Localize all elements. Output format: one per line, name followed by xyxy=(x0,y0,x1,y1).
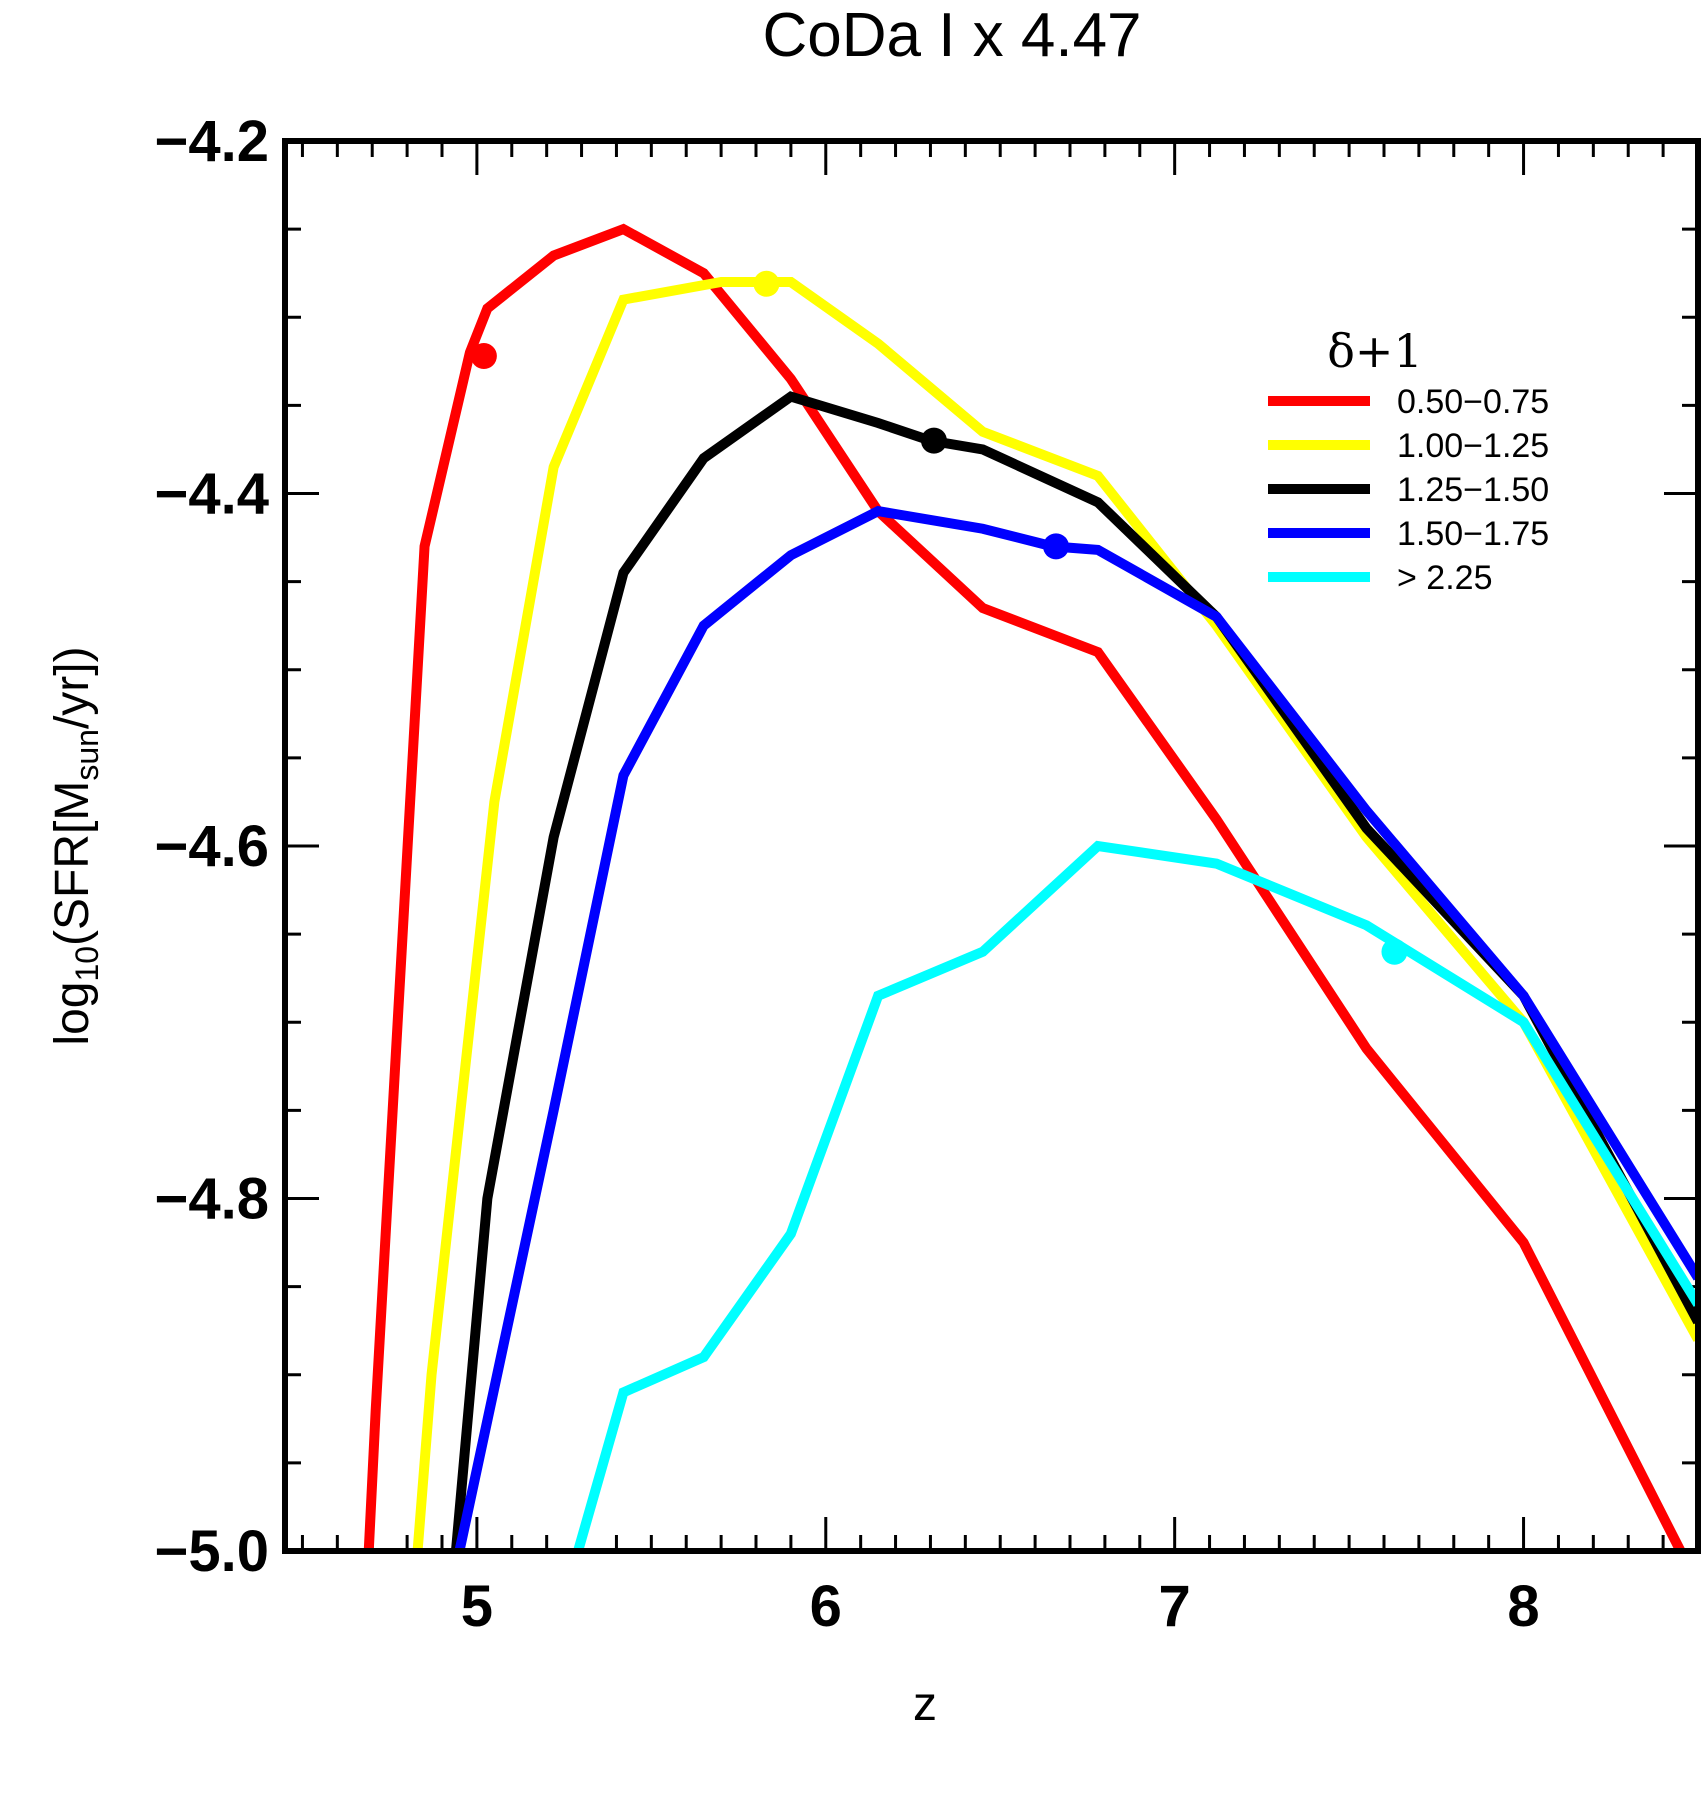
series-line-1 xyxy=(412,277,1698,1551)
x-tick-label: 7 xyxy=(1159,1574,1191,1639)
legend-label: 1.50−1.75 xyxy=(1397,515,1549,553)
series-marker-0 xyxy=(470,343,497,370)
y-label-mid: (SFR[M xyxy=(46,781,99,946)
y-axis-label: log10(SFR[Msun/yr]) xyxy=(46,646,105,1045)
series-line-3 xyxy=(454,505,1698,1551)
x-tick-label: 8 xyxy=(1507,1574,1539,1639)
x-axis-label: z xyxy=(913,1678,937,1731)
series-marker-3 xyxy=(1043,533,1070,560)
x-tick-label: 6 xyxy=(810,1574,842,1639)
y-tick-label: −4.2 xyxy=(155,109,270,174)
x-tick-labels: 5 6 7 8 xyxy=(461,1574,1540,1639)
y-tick-label: −4.4 xyxy=(155,462,270,527)
legend-label: 1.00−1.25 xyxy=(1397,427,1549,465)
series-line-0 xyxy=(363,223,1686,1551)
chart-title: CoDa I x 4.47 xyxy=(762,1,1141,70)
legend: δ+1 0.50−0.75 1.00−1.25 1.25−1.50 1.50−1.75… xyxy=(1268,324,1549,597)
legend-title: δ+1 xyxy=(1327,324,1423,378)
legend-item: 0.50−0.75 xyxy=(1268,383,1549,421)
legend-items: 0.50−0.75 1.00−1.25 1.25−1.50 1.50−1.75 > 2.… xyxy=(1268,383,1549,597)
series-marker-4 xyxy=(1381,938,1408,965)
legend-item: 1.50−1.75 xyxy=(1268,515,1549,553)
series-marker-2 xyxy=(920,427,947,454)
legend-label: 0.50−0.75 xyxy=(1397,383,1549,421)
y-tick-label: −4.8 xyxy=(155,1167,270,1232)
legend-label: 1.25−1.50 xyxy=(1397,471,1549,509)
series-line-2 xyxy=(450,391,1698,1551)
y-label-prefix: log xyxy=(46,982,99,1046)
y-tick-labels: −4.2 −4.4 −4.6 −4.8 −5.0 xyxy=(155,109,270,1584)
legend-item: 1.00−1.25 xyxy=(1268,427,1549,465)
series-layer xyxy=(363,223,1698,1551)
plot-frame xyxy=(282,138,1701,1554)
legend-item: 1.25−1.50 xyxy=(1268,471,1549,509)
x-tick-marks xyxy=(300,141,1700,1551)
y-label-sub2: sun xyxy=(69,729,105,781)
y-tick-marks xyxy=(285,139,1698,1553)
y-tick-label: −4.6 xyxy=(155,814,270,879)
x-tick-label: 5 xyxy=(461,1574,493,1639)
y-label-suffix: /yr]) xyxy=(46,646,99,729)
series-marker-1 xyxy=(753,270,780,297)
y-label-sub1: 10 xyxy=(69,946,105,982)
y-tick-label: −5.0 xyxy=(155,1519,270,1584)
series-line-4 xyxy=(573,840,1698,1551)
legend-item: > 2.25 xyxy=(1268,559,1492,597)
legend-label: > 2.25 xyxy=(1397,559,1492,597)
